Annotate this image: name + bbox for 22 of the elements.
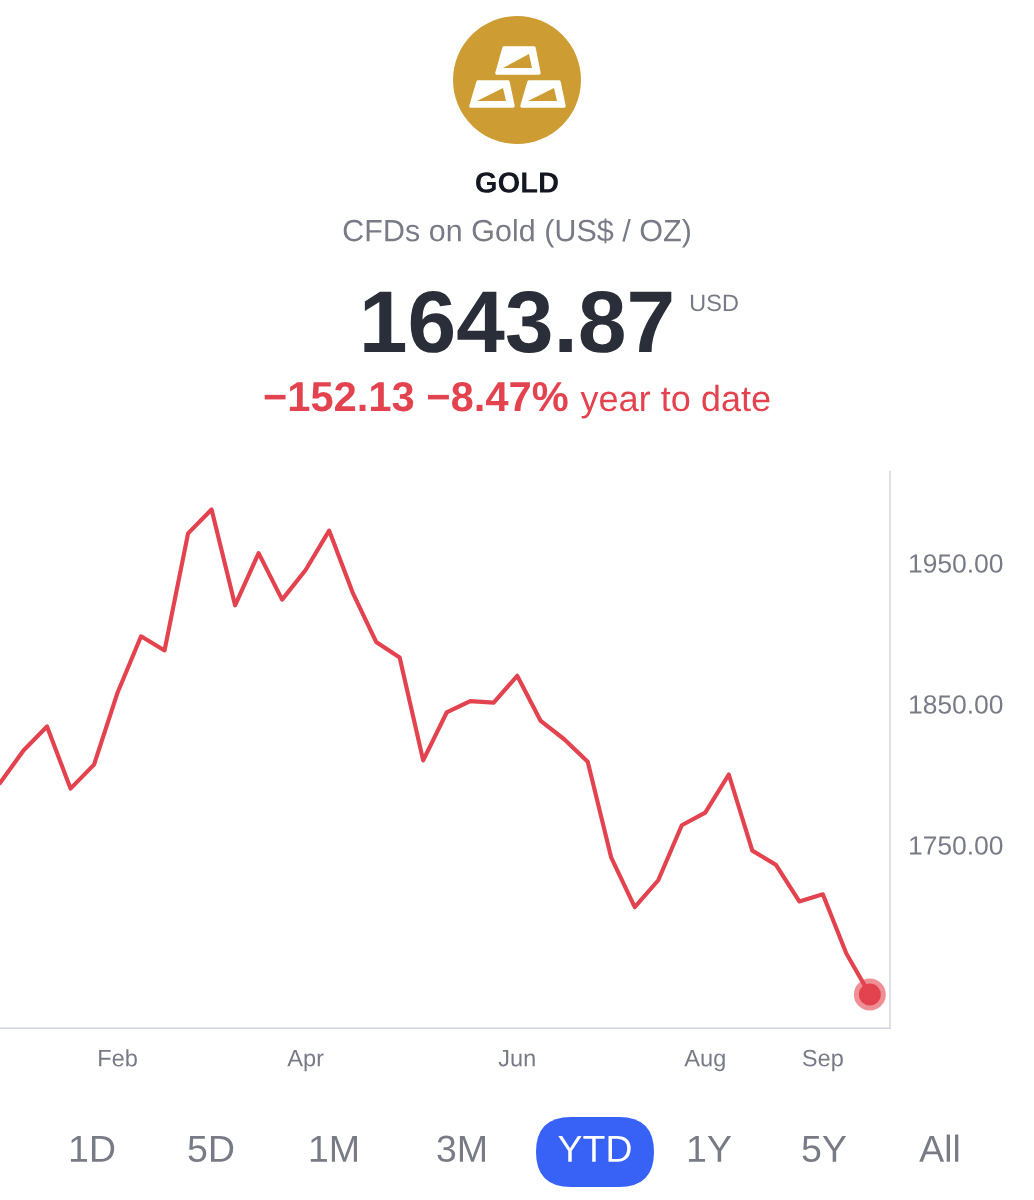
x-tick-label: Sep <box>802 1049 843 1072</box>
x-tick-label: Feb <box>99 1049 137 1067</box>
text: All <box>919 1134 959 1162</box>
x-tick-label: Apr <box>287 1050 324 1072</box>
text: YTD <box>558 1135 631 1162</box>
text: 3M <box>437 1135 485 1163</box>
text: 1D <box>70 1135 115 1162</box>
text: 1M <box>310 1135 357 1162</box>
x-tick-label: Jun <box>498 1050 535 1067</box>
chart-subtitle: CFDs on Gold (US$ / OZ) <box>343 218 690 248</box>
text: 5Y <box>802 1135 847 1163</box>
text: USD <box>690 294 738 312</box>
text: year to date <box>580 384 770 419</box>
y-tick-label: 1950.00 <box>910 554 1003 573</box>
text: 1Y <box>688 1135 732 1162</box>
text: −152.13 −8.47% <box>264 381 568 412</box>
text: 1643.87 <box>364 290 672 353</box>
chart-title: GOLD <box>476 172 558 193</box>
x-tick-label: Aug <box>684 1050 725 1072</box>
y-tick-label: 1850.00 <box>910 695 1003 714</box>
text: 5D <box>188 1135 234 1163</box>
y-tick-label: 1750.00 <box>910 836 1003 855</box>
